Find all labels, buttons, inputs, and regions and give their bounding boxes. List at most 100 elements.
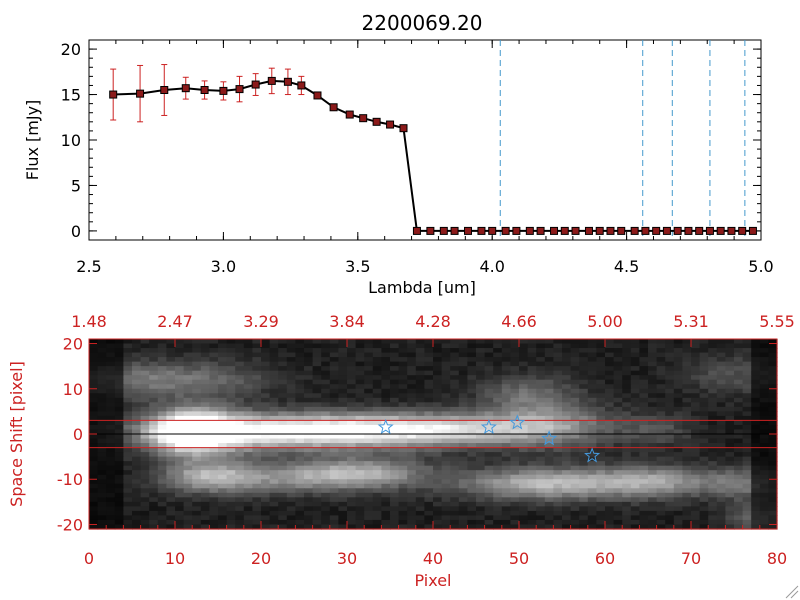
heatmap-cell — [347, 397, 357, 403]
heatmap-cell — [708, 438, 718, 444]
heatmap-cell — [458, 357, 468, 363]
heatmap-cell — [476, 393, 486, 399]
heatmap-cell — [519, 447, 529, 453]
heatmap-cell — [476, 375, 486, 381]
heatmap-cell — [476, 361, 486, 367]
heatmap-cell — [433, 474, 443, 480]
heatmap-cell — [166, 388, 176, 394]
heatmap-cell — [175, 397, 185, 403]
heatmap-cell — [424, 366, 434, 372]
heatmap-cell — [734, 470, 744, 476]
heatmap-cell — [467, 461, 477, 467]
heatmap-cell — [433, 370, 443, 376]
heatmap-cell — [639, 452, 649, 458]
heatmap-cell — [682, 515, 692, 521]
heatmap-cell — [536, 366, 546, 372]
heatmap-cell — [192, 339, 202, 345]
heatmap-cell — [562, 515, 572, 521]
heatmap-cell — [699, 524, 709, 530]
heatmap-cell — [390, 506, 400, 512]
resize-grip-icon[interactable] — [785, 585, 799, 599]
heatmap-cell — [175, 438, 185, 444]
heatmap-cell — [140, 411, 150, 417]
heatmap-cell — [458, 339, 468, 345]
heatmap-cell — [691, 384, 701, 390]
heatmap-cell — [467, 388, 477, 394]
heatmap-cell — [372, 406, 382, 412]
heatmap-cell — [587, 470, 597, 476]
heatmap-cell — [286, 379, 296, 385]
heatmap-cell — [261, 397, 271, 403]
heatmap-cell — [433, 506, 443, 512]
heatmap-cell — [252, 434, 262, 440]
heatmap-cell — [209, 506, 219, 512]
heatmap-cell — [149, 479, 159, 485]
heatmap-cell — [458, 488, 468, 494]
heatmap-cell — [269, 479, 279, 485]
image-y-axis-label: Space Shift [pixel] — [7, 361, 26, 507]
heatmap-cell — [175, 348, 185, 354]
heatmap-cell — [321, 406, 331, 412]
heatmap-cell — [321, 434, 331, 440]
heatmap-cell — [106, 388, 116, 394]
heatmap-cell — [252, 515, 262, 521]
heatmap-cell — [321, 429, 331, 435]
heatmap-cell — [97, 343, 107, 349]
heatmap-cell — [476, 411, 486, 417]
heatmap-cell — [321, 424, 331, 431]
heatmap-cell — [613, 492, 623, 498]
heatmap-cell — [570, 375, 580, 381]
heatmap-cell — [407, 456, 417, 462]
heatmap-cell — [605, 479, 615, 485]
heatmap-cell — [381, 375, 391, 381]
data-point — [412, 226, 421, 235]
heatmap-cell — [613, 406, 623, 412]
heatmap-cell — [192, 497, 202, 503]
heatmap-cell — [648, 515, 658, 521]
heatmap-cell — [372, 465, 382, 471]
heatmap-cell — [665, 443, 675, 449]
heatmap-cell — [708, 443, 718, 449]
heatmap-cell — [97, 375, 107, 381]
heatmap-cell — [261, 488, 271, 494]
heatmap-cell — [390, 411, 400, 417]
heatmap-cell — [372, 388, 382, 394]
heatmap-cell — [708, 501, 718, 507]
heatmap-cell — [200, 510, 210, 517]
heatmap-cell — [587, 524, 597, 530]
heatmap-cell — [175, 510, 185, 517]
heatmap-cell — [493, 506, 503, 512]
heatmap-cell — [648, 524, 658, 530]
heatmap-cell — [639, 438, 649, 444]
heatmap-cell — [398, 424, 408, 431]
heatmap-cell — [587, 411, 597, 417]
heatmap-cell — [175, 420, 185, 426]
heatmap-cell — [166, 361, 176, 367]
heatmap-cell — [329, 393, 339, 399]
heatmap-cell — [123, 497, 133, 503]
heatmap-cell — [355, 461, 365, 467]
heatmap-cell — [493, 492, 503, 498]
spectrum-vertical-lines — [499, 40, 746, 240]
heatmap-cell — [97, 424, 107, 431]
heatmap-cell — [587, 452, 597, 458]
heatmap-cell — [596, 411, 606, 417]
heatmap-cell — [484, 379, 494, 385]
heatmap-cell — [261, 420, 271, 426]
heatmap-cell — [441, 456, 451, 462]
heatmap-cell — [295, 393, 305, 399]
heatmap-cell — [587, 397, 597, 403]
heatmap-cell — [321, 506, 331, 512]
heatmap-cell — [218, 524, 228, 530]
heatmap-cell — [476, 447, 486, 453]
heatmap-cell — [166, 348, 176, 354]
data-point — [525, 226, 534, 235]
heatmap-cell — [708, 352, 718, 358]
heatmap-cell — [200, 379, 210, 385]
heatmap-cell — [527, 452, 537, 458]
heatmap-cell — [544, 348, 554, 354]
heatmap-cell — [605, 361, 615, 367]
heatmap-cell — [114, 357, 124, 363]
heatmap-cell — [157, 519, 167, 526]
heatmap-cell — [768, 447, 778, 453]
